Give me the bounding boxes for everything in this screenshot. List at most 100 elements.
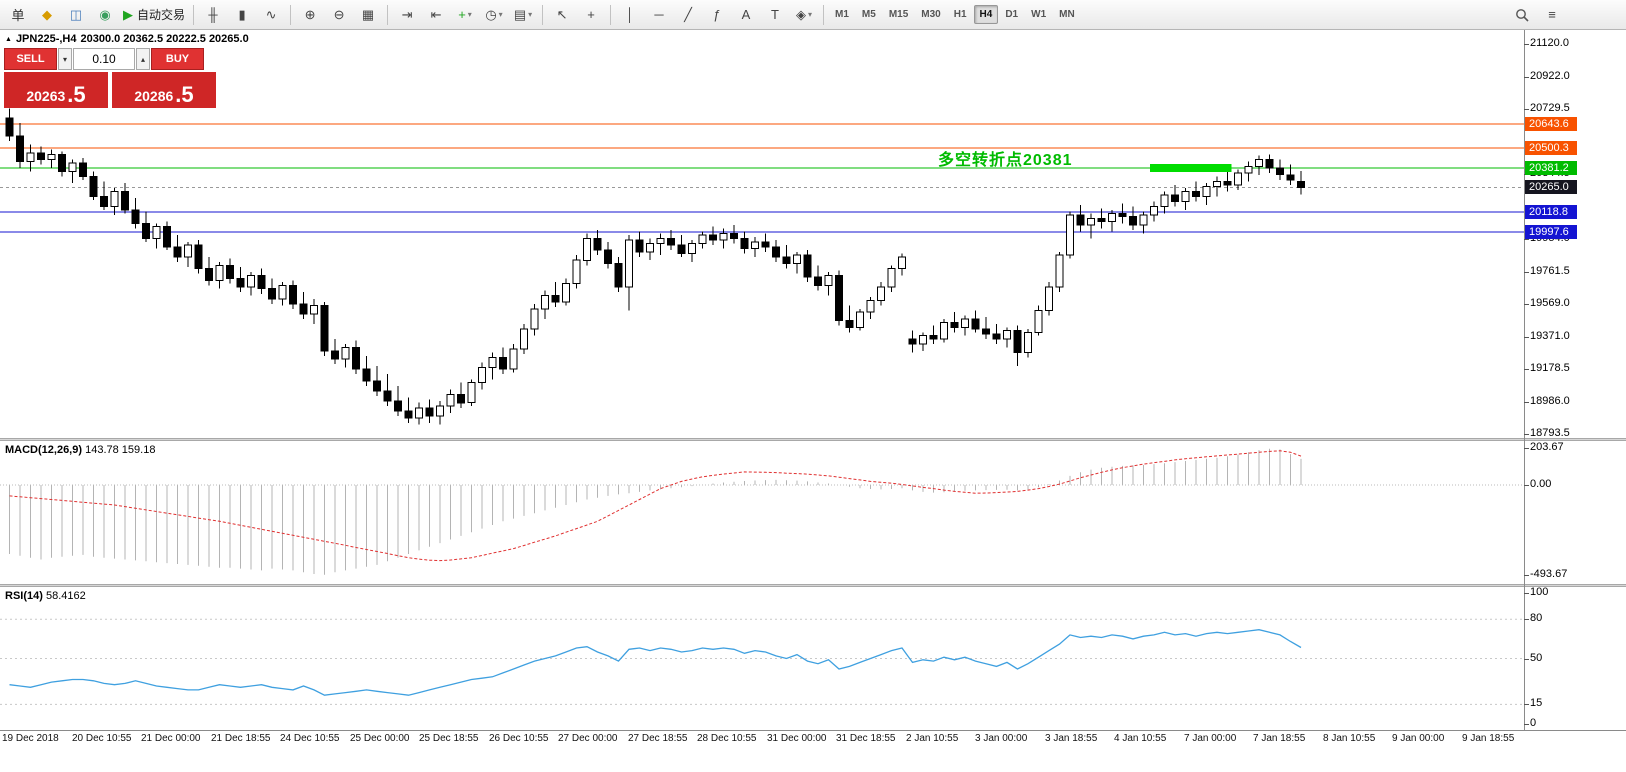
tile-windows-icon[interactable]: ▦ (354, 3, 382, 27)
price-axis-label: 18986.0 (1530, 395, 1570, 407)
trendline-icon: ╱ (684, 6, 692, 22)
rsi-axis-label: 50 (1530, 652, 1543, 664)
fibonacci-icon[interactable]: ƒ (703, 3, 731, 27)
sell-price-display[interactable]: 20263.5 (4, 72, 108, 108)
price-axis-tick (1524, 44, 1529, 45)
shapes-icon[interactable]: ◈ ▾ (790, 3, 818, 27)
navigator-icon[interactable]: ◫ (62, 3, 90, 27)
label-icon[interactable]: T (761, 3, 789, 27)
timeframe-button-m5[interactable]: M5 (861, 9, 876, 20)
time-axis-label: 31 Dec 18:55 (836, 733, 896, 744)
candlestick-chart-icon[interactable]: ▮ (228, 3, 256, 27)
rsi-canvas[interactable] (0, 587, 1524, 730)
toolbar-separator (542, 4, 544, 25)
macd-axis-tick (1524, 575, 1529, 576)
horizontal-line-icon[interactable]: ─ (645, 3, 673, 27)
chart-annotation-text[interactable]: 多空转折点20381 (938, 152, 1073, 169)
price-chart-canvas[interactable] (0, 30, 1524, 438)
timeframe-button-m1[interactable]: M1 (835, 9, 849, 20)
timeframe-button-m15[interactable]: M15 (888, 9, 909, 20)
volume-increase-button[interactable]: ▴ (136, 48, 150, 70)
auto-scroll-icon[interactable]: ⇥ (393, 3, 421, 27)
price-axis-tick (1524, 402, 1529, 403)
time-axis-border (0, 730, 1626, 731)
price-axis-label: 19371.0 (1530, 330, 1570, 342)
macd-canvas[interactable] (0, 441, 1524, 584)
timeframe-button-h4[interactable]: H4 (973, 5, 999, 24)
vertical-line-icon[interactable]: │ (616, 3, 644, 27)
timeframe-button-mn[interactable]: MN (1059, 9, 1075, 20)
template-icon[interactable]: ▤ ▾ (509, 3, 537, 27)
new-chart-button[interactable]: + ▾ (451, 3, 479, 27)
text-icon[interactable]: A (732, 3, 760, 27)
chart-workspace: ▲ JPN225-,H4 20300.0 20362.5 20222.5 202… (0, 30, 1626, 748)
buy-price-display[interactable]: 20286.5 (112, 72, 216, 108)
new-order-button[interactable]: 单 (4, 3, 32, 27)
period-selector-icon[interactable]: ◷ ▾ (480, 3, 508, 27)
panel-separator[interactable] (0, 438, 1626, 441)
crosshair-icon[interactable]: + (577, 3, 605, 27)
price-axis-tick (1524, 304, 1529, 305)
price-axis-tick (1524, 369, 1529, 370)
cursor-icon[interactable]: ↖ (548, 3, 576, 27)
time-axis-label: 31 Dec 00:00 (767, 733, 827, 744)
favorites-icon[interactable]: ≡ (1548, 7, 1556, 22)
shapes-icon: ◈ (796, 6, 806, 22)
toolbar-separator (823, 4, 825, 25)
macd-axis-tick (1524, 485, 1529, 486)
rsi-axis-tick (1524, 593, 1529, 594)
timeframe-button-m30[interactable]: M30 (921, 9, 941, 20)
bar-chart-icon[interactable]: ╫ (199, 3, 227, 27)
price-axis-tick (1524, 272, 1529, 273)
time-axis-label: 8 Jan 10:55 (1323, 733, 1376, 744)
time-axis-label: 9 Jan 00:00 (1392, 733, 1445, 744)
toolbar: 单 ◆ ◫ ◉ ▶ 自动交易 ╫ ▮ ∿ ⊕ ⊖ ▦ ⇥ ⇤ + ▾ ◷ ▾ ▤ ▾ ↖ + │ ─ ╱ ƒ A T ◈ ▾ M1 M5 M1… (0, 0, 1626, 30)
autotrading-button[interactable]: ▶ 自动交易 (120, 3, 188, 27)
sell-button[interactable]: SELL (4, 48, 57, 70)
chart-symbol-icon: ▲ (5, 35, 12, 43)
navigator-icon: ◫ (69, 6, 83, 22)
chart-shift-icon: ⇤ (430, 6, 442, 22)
price-axis-tick (1524, 109, 1529, 110)
timeframe-button-h1[interactable]: H1 (953, 9, 967, 20)
rsi-value: 58.4162 (45, 590, 86, 602)
volume-input[interactable] (73, 48, 135, 70)
timeframe-button-d1[interactable]: D1 (1005, 9, 1019, 20)
rsi-axis-tick (1524, 724, 1529, 725)
template-icon: ▤ (513, 6, 527, 22)
market-watch-icon: ◆ (42, 6, 52, 22)
time-axis-label: 7 Jan 00:00 (1184, 733, 1237, 744)
chevron-down-icon: ▾ (498, 10, 503, 19)
macd-axis-tick (1524, 448, 1529, 449)
panel-separator[interactable] (0, 584, 1626, 587)
terminal-icon[interactable]: ◉ (91, 3, 119, 27)
current-price-badge: 20265.0 (1525, 180, 1577, 194)
time-axis-label: 7 Jan 18:55 (1253, 733, 1306, 744)
time-axis-label: 21 Dec 00:00 (141, 733, 201, 744)
rsi-name: RSI(14) (5, 590, 43, 602)
zoom-out-icon[interactable]: ⊖ (325, 3, 353, 27)
market-watch-icon[interactable]: ◆ (33, 3, 61, 27)
terminal-icon: ◉ (99, 6, 111, 22)
price-axis-label: 19761.5 (1530, 265, 1570, 277)
search-icon[interactable] (1508, 3, 1536, 27)
rsi-title: RSI(14) 58.4162 (5, 590, 86, 602)
price-axis-tick (1524, 239, 1529, 240)
line-chart-icon[interactable]: ∿ (257, 3, 285, 27)
fibonacci-icon: ƒ (713, 7, 721, 22)
time-axis-label: 27 Dec 18:55 (628, 733, 688, 744)
price-axis-label: 20729.5 (1530, 102, 1570, 114)
timeframe-button-w1[interactable]: W1 (1031, 9, 1047, 20)
price-level-badge: 20500.3 (1525, 141, 1577, 155)
cursor-icon: ↖ (556, 6, 568, 22)
price-level-badge: 20643.6 (1525, 117, 1577, 131)
chart-shift-icon[interactable]: ⇤ (422, 3, 450, 27)
price-axis-label: 21120.0 (1530, 37, 1569, 49)
zoom-in-icon[interactable]: ⊕ (296, 3, 324, 27)
trendline-icon[interactable]: ╱ (674, 3, 702, 27)
toolbar-separator (610, 4, 612, 25)
buy-button[interactable]: BUY (151, 48, 204, 70)
price-level-badge: 19997.6 (1525, 225, 1577, 239)
volume-decrease-button[interactable]: ▾ (58, 48, 72, 70)
rsi-axis-label: 15 (1530, 697, 1543, 709)
